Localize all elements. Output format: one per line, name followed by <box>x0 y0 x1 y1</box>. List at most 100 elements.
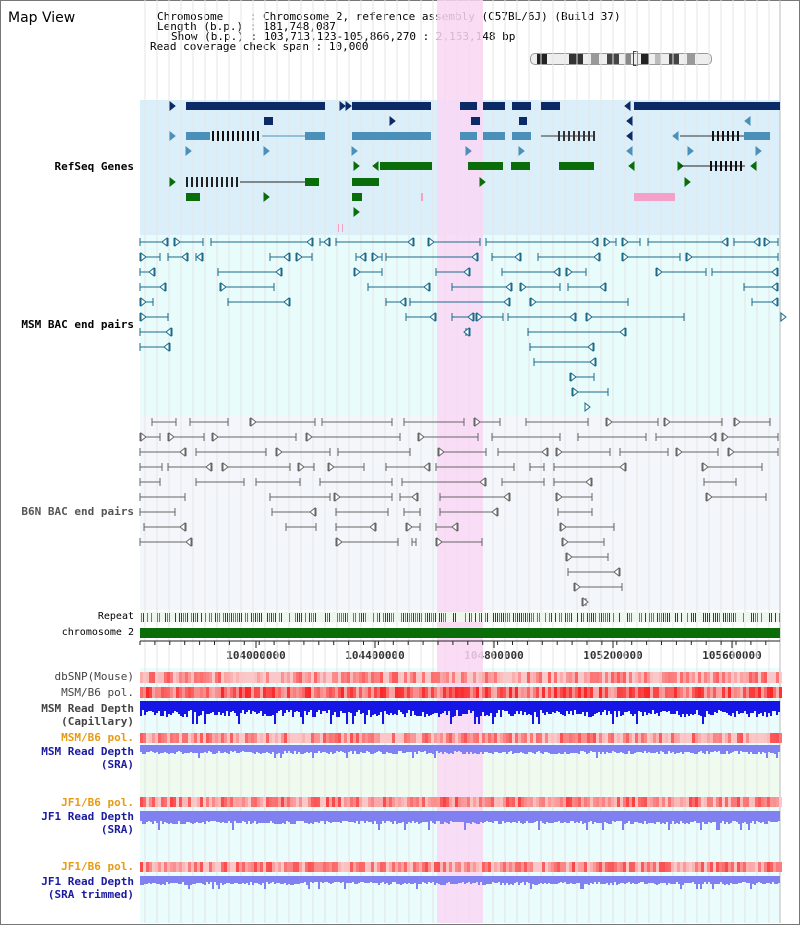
polymorphism-cell <box>707 672 710 683</box>
depth-bar <box>618 811 620 821</box>
depth-bar <box>374 745 376 753</box>
polymorphism-cell <box>203 733 206 743</box>
polymorphism-cell <box>749 797 752 807</box>
depth-bar <box>160 876 162 885</box>
polymorphism-cell <box>650 862 653 872</box>
depth-bar <box>562 811 564 823</box>
gene-arrow <box>626 130 633 142</box>
depth-bar <box>252 701 254 711</box>
polymorphism-cell <box>602 862 605 872</box>
polymorphism-cell <box>404 733 407 743</box>
depth-bar <box>312 745 314 758</box>
depth-bar <box>316 876 318 882</box>
polymorphism-cell <box>473 797 476 807</box>
depth-bar <box>152 811 154 824</box>
depth-bar <box>268 811 270 823</box>
depth-bar <box>480 701 482 716</box>
polymorphism-cell <box>212 862 215 872</box>
repeat-element <box>649 613 650 622</box>
depth-bar <box>294 701 296 712</box>
polymorphism-cell <box>671 733 674 743</box>
polymorphism-cell <box>341 687 344 698</box>
depth-bar <box>544 701 546 715</box>
polymorphism-cell <box>389 797 392 807</box>
polymorphism-cell <box>335 862 338 872</box>
depth-bar <box>356 701 358 712</box>
polymorphism-cell <box>323 687 326 698</box>
depth-bar <box>642 701 644 716</box>
polymorphism-cell <box>158 687 161 698</box>
depth-bar <box>724 811 726 824</box>
polymorphism-cell <box>437 672 440 683</box>
depth-bar <box>544 745 546 752</box>
repeat-element <box>231 613 232 622</box>
polymorphism-cell <box>167 672 170 683</box>
polymorphism-cell <box>746 687 749 698</box>
polymorphism-cell <box>329 672 332 683</box>
depth-bar <box>730 745 732 753</box>
polymorphism-cell <box>251 687 254 698</box>
repeat-element <box>539 613 540 622</box>
depth-bar <box>656 701 658 713</box>
polymorphism-cell <box>437 733 440 743</box>
polymorphism-cell <box>155 862 158 872</box>
depth-bar <box>172 811 174 824</box>
polymorphism-cell <box>248 687 251 698</box>
polymorphism-cell <box>548 797 551 807</box>
depth-bar <box>214 745 216 754</box>
polymorphism-cell <box>380 672 383 683</box>
depth-bar <box>256 811 258 824</box>
depth-bar <box>326 811 328 821</box>
polymorphism-cell <box>578 687 581 698</box>
depth-bar <box>590 811 592 821</box>
polymorphism-cell <box>620 687 623 698</box>
polymorphism-cell <box>515 687 518 698</box>
repeat-element <box>691 613 692 622</box>
bac-end-marker <box>372 251 379 263</box>
polymorphism-cell <box>164 687 167 698</box>
depth-bar <box>496 876 498 883</box>
depth-bar <box>194 811 196 823</box>
polymorphism-cell <box>179 672 182 683</box>
polymorphism-cell <box>623 862 626 872</box>
polymorphism-cell <box>233 672 236 683</box>
polymorphism-cell <box>734 862 737 872</box>
depth-bar <box>426 745 428 754</box>
depth-bar <box>214 876 216 882</box>
depth-bar <box>308 745 310 753</box>
depth-bar <box>426 876 428 884</box>
depth-bar <box>408 876 410 883</box>
depth-bar <box>348 811 350 822</box>
depth-bar <box>528 876 530 883</box>
depth-bar <box>358 811 360 824</box>
repeat-element <box>661 613 662 622</box>
polymorphism-cell <box>467 797 470 807</box>
depth-bar <box>534 876 536 885</box>
depth-bar <box>410 811 412 823</box>
depth-bar <box>276 701 278 713</box>
bac-end-marker <box>584 401 591 413</box>
depth-bar <box>686 811 688 823</box>
bac-end-marker <box>591 236 598 248</box>
repeat-element <box>427 613 428 622</box>
depth-bar <box>478 876 480 885</box>
depth-bar <box>218 876 220 889</box>
depth-bar <box>250 811 252 824</box>
chromosome-ideogram[interactable] <box>530 53 712 65</box>
depth-bar <box>700 811 702 830</box>
repeat-element <box>561 613 562 622</box>
depth-bar <box>738 745 740 754</box>
depth-bar <box>662 701 664 711</box>
polymorphism-cell <box>515 733 518 743</box>
depth-bar <box>262 876 264 883</box>
depth-bar <box>676 876 678 882</box>
depth-bar <box>616 811 618 821</box>
bac-end-marker <box>205 461 212 473</box>
polymorphism-cell <box>668 733 671 743</box>
polymorphism-cell <box>167 862 170 872</box>
polymorphism-cell <box>500 862 503 872</box>
repeat-element <box>259 613 260 622</box>
polymorphism-cell <box>707 797 710 807</box>
depth-bar <box>660 745 662 751</box>
